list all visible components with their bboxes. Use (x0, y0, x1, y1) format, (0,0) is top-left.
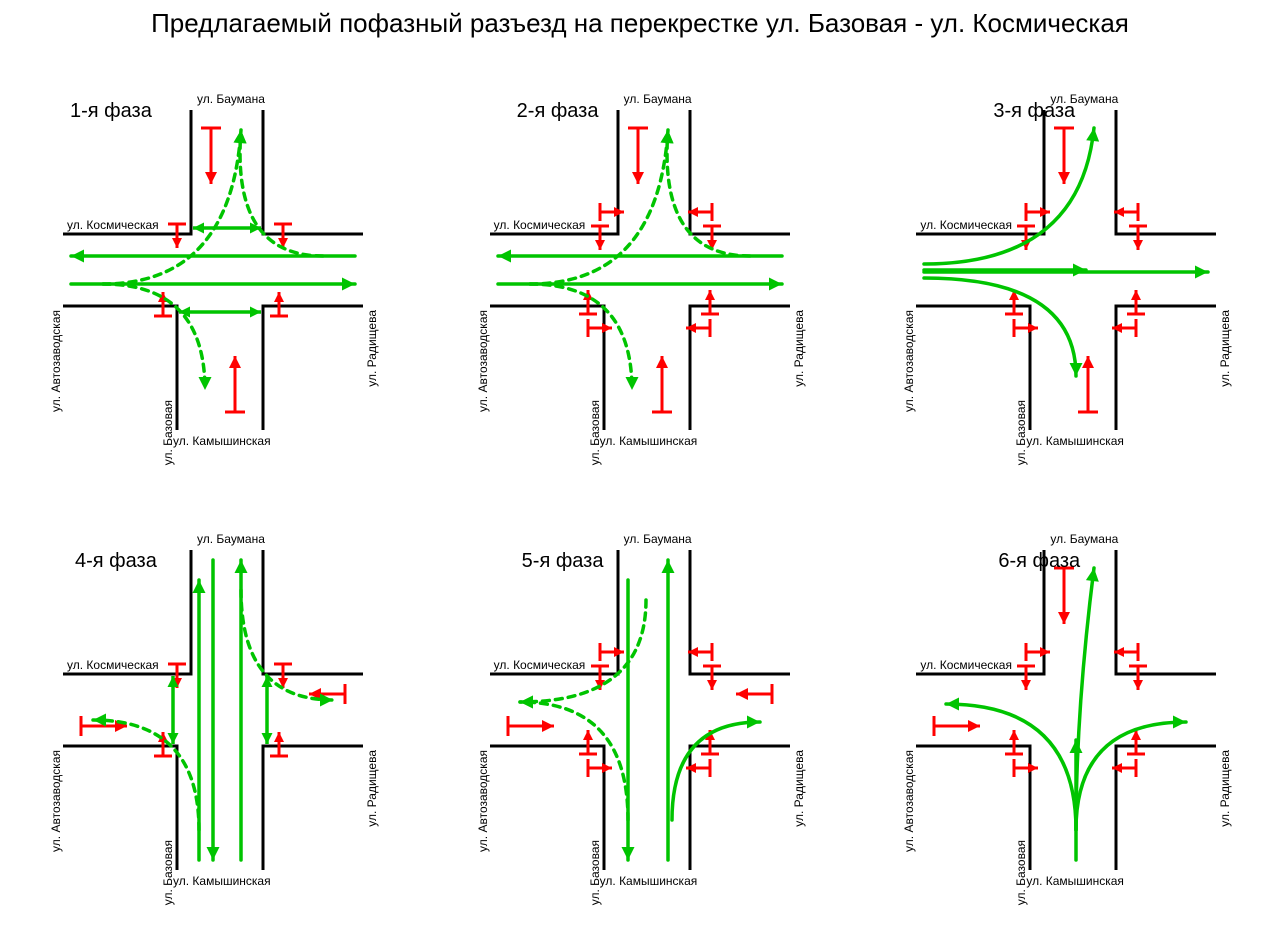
street-label: ул. Баумана (1050, 92, 1118, 106)
street-label: ул. Камышинская (1026, 874, 1124, 888)
street-label: ул. Баумана (624, 92, 692, 106)
street-label: ул. Радищева (365, 750, 379, 827)
street-label: ул. Космическая (67, 658, 159, 672)
phase-label: 6-я фаза (998, 550, 1080, 573)
phase-label: 5-я фаза (522, 550, 604, 573)
street-label: ул. Базовая (588, 400, 602, 465)
phase-cell-4: 4-я фаза ул. Баумана ул. Камышинская ул. Ко… (0, 490, 427, 930)
phase-label: 4-я фаза (75, 550, 157, 573)
street-label: ул. Камышинская (1026, 434, 1124, 448)
street-label: ул. Камышинская (173, 434, 271, 448)
street-label: ул. Баумана (1050, 532, 1118, 546)
street-label: ул. Космическая (494, 218, 586, 232)
street-label: ул. Автозаводская (476, 750, 490, 852)
street-label: ул. Космическая (920, 218, 1012, 232)
phase-diagram (0, 490, 426, 930)
street-label: ул. Камышинская (600, 434, 698, 448)
street-label: ул. Автозаводская (476, 310, 490, 412)
street-label: ул. Радищева (1218, 750, 1232, 827)
phase-label: 1-я фаза (70, 100, 152, 123)
phase-cell-5: 5-я фаза ул. Баумана ул. Камышинская ул. Ко… (427, 490, 854, 930)
street-label: ул. Баумана (197, 92, 265, 106)
street-label: ул. Автозаводская (49, 750, 63, 852)
page: Предлагаемый пофазный разъезд на перекре… (0, 0, 1280, 934)
phase-grid: 1-я фаза ул. Баумана ул. Камышинская ул. Ко… (0, 50, 1280, 930)
phase-cell-3: 3-я фазаул. Бауманаул. Камышинскаяул. Ко… (853, 50, 1280, 490)
street-label: ул. Базовая (161, 400, 175, 465)
phase-diagram (0, 50, 426, 490)
street-label: ул. Космическая (494, 658, 586, 672)
street-label: ул. Автозаводская (49, 310, 63, 412)
street-label: ул. Космическая (920, 658, 1012, 672)
street-label: ул. Базовая (161, 840, 175, 905)
street-label: ул. Баумана (624, 532, 692, 546)
street-label: ул. Базовая (588, 840, 602, 905)
phase-diagram (427, 490, 853, 930)
page-title: Предлагаемый пофазный разъезд на перекре… (0, 8, 1280, 39)
street-label: ул. Космическая (67, 218, 159, 232)
street-label: ул. Радищева (1218, 310, 1232, 387)
street-label: ул. Радищева (792, 750, 806, 827)
street-label: ул. Баумана (197, 532, 265, 546)
street-label: ул. Автозаводская (902, 750, 916, 852)
phase-diagram (427, 50, 853, 490)
street-label: ул. Радищева (792, 310, 806, 387)
street-label: ул. Базовая (1014, 400, 1028, 465)
phase-cell-1: 1-я фаза ул. Баумана ул. Камышинская ул. Ко… (0, 50, 427, 490)
street-label: ул. Камышинская (173, 874, 271, 888)
phase-label: 2-я фаза (517, 100, 599, 123)
street-label: ул. Камышинская (600, 874, 698, 888)
street-label: ул. Радищева (365, 310, 379, 387)
phase-cell-2: 2-я фаза ул. Баумана ул. Камышинская ул. Ко… (427, 50, 854, 490)
phase-cell-6: 6-я фаза ул. Баумана ул. Камышинская ул. Ко… (853, 490, 1280, 930)
street-label: ул. Автозаводская (902, 310, 916, 412)
street-label: ул. Базовая (1014, 840, 1028, 905)
